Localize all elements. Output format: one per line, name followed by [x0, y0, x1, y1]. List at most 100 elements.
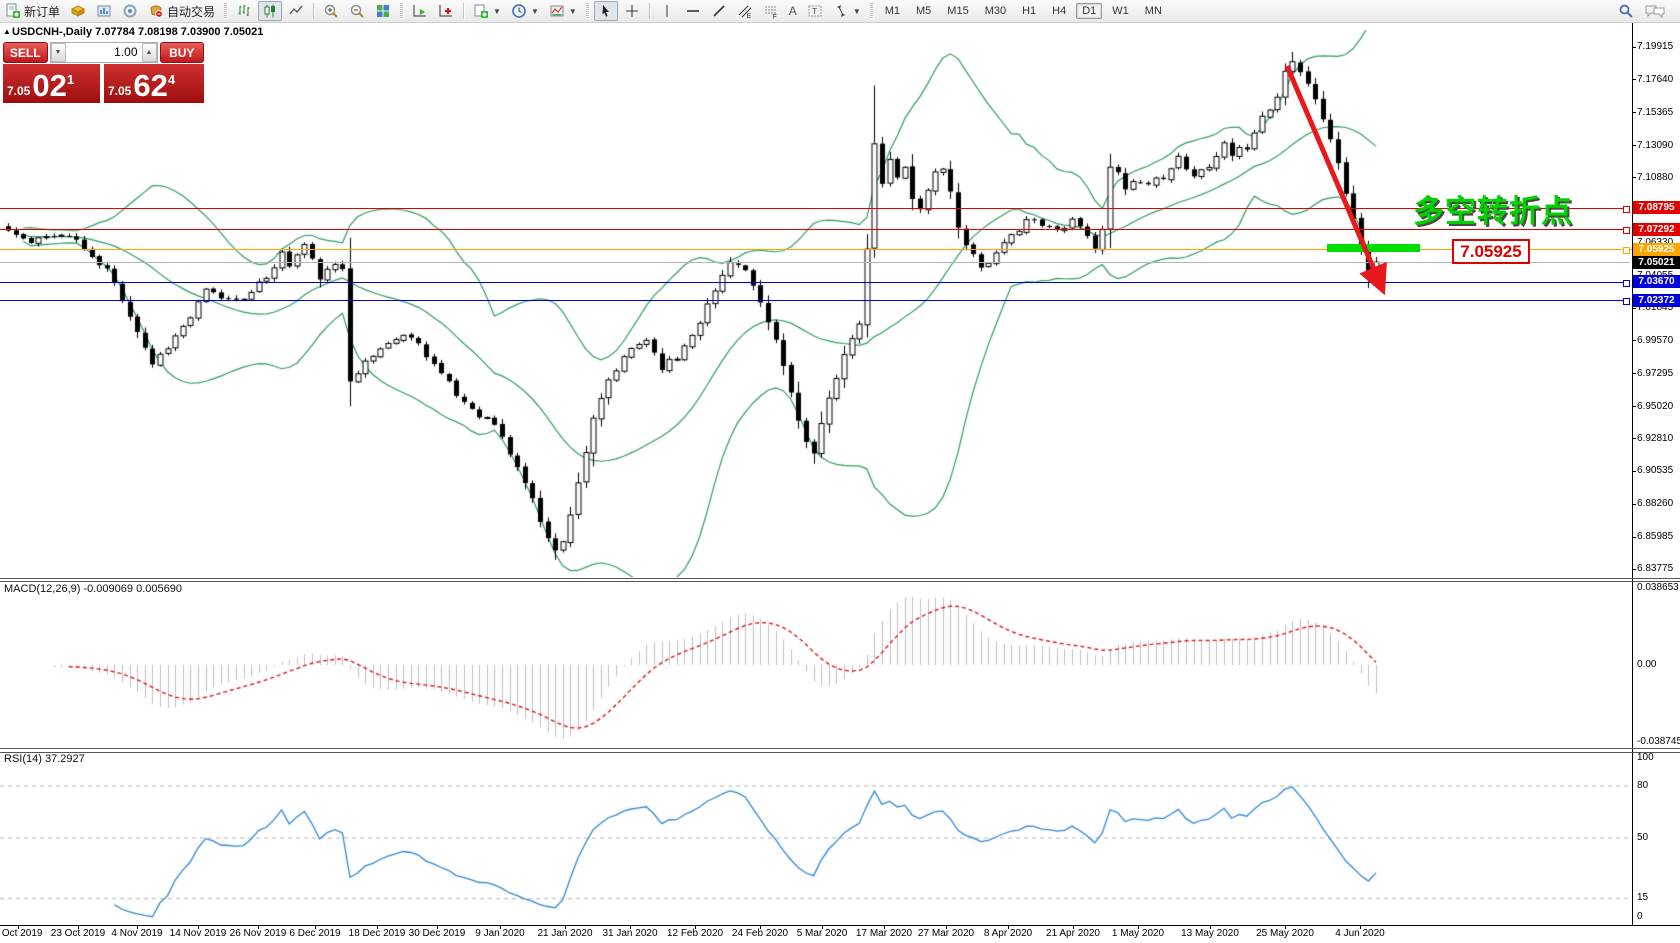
horizontal-line-7.08795[interactable]: [0, 208, 1630, 209]
timeframe-w1-button[interactable]: W1: [1112, 5, 1129, 17]
turning-point-annotation[interactable]: 多空转折点: [1413, 194, 1573, 229]
toolbar-separator: [869, 3, 873, 19]
timeframe-m30-button[interactable]: M30: [984, 5, 1007, 17]
volume-decrease-button[interactable]: ▼: [50, 43, 66, 62]
fibonacci-tool-button[interactable]: F: [759, 1, 783, 21]
date-label: 13 May 2020: [1181, 928, 1239, 939]
date-tick: [1360, 925, 1361, 929]
candlestick-chart-button[interactable]: [258, 1, 283, 21]
horizontal-line-7.05021[interactable]: [0, 262, 1630, 263]
crosshair-tool-button[interactable]: [620, 1, 644, 21]
timeframe-d1-button[interactable]: D1: [1076, 3, 1103, 19]
svg-text:T: T: [812, 7, 817, 16]
timeframe-h4-button[interactable]: H4: [1052, 5, 1067, 17]
pane-separator[interactable]: [0, 748, 1680, 749]
period-button[interactable]: ▼: [507, 1, 543, 21]
new-order-button[interactable]: 新订单: [1, 1, 64, 21]
date-label: 24 Feb 2020: [731, 928, 789, 939]
line-handle[interactable]: [1623, 206, 1630, 213]
date-tick: [377, 925, 378, 929]
add-indicator-button[interactable]: ▼: [469, 1, 505, 21]
horizontal-line-tool-button[interactable]: [681, 1, 705, 21]
buy-button[interactable]: BUY: [159, 42, 204, 63]
date-label: 8 Apr 2020: [983, 928, 1033, 939]
auto-scroll-button[interactable]: [408, 1, 432, 21]
timeframe-m5-button[interactable]: M5: [916, 5, 932, 17]
pane-separator[interactable]: [0, 578, 1680, 579]
price-tick-label: 7.19915: [1637, 41, 1674, 52]
chart-shift-icon: [439, 5, 453, 17]
macd-tick-label: 0.038653: [1637, 582, 1679, 593]
auto-trading-icon: [150, 5, 163, 18]
horizontal-line-7.0367[interactable]: [0, 282, 1630, 283]
templates-button[interactable]: ▼: [545, 1, 581, 21]
zoom-in-button[interactable]: [319, 1, 343, 21]
clock-icon: [512, 4, 526, 18]
market-watch-button[interactable]: [92, 1, 116, 21]
arrows-tool-button[interactable]: ▼: [829, 1, 865, 21]
bar-chart-button[interactable]: [232, 1, 256, 21]
text-label-tool-button[interactable]: T: [803, 1, 827, 21]
tile-windows-button[interactable]: [371, 1, 395, 21]
price-axis-line: [1632, 22, 1633, 925]
channel-tool-button[interactable]: E: [733, 1, 757, 21]
axis-price-label-7.05925: 7.05925: [1633, 242, 1680, 256]
pane-separator[interactable]: [0, 752, 1680, 753]
auto-trading-button[interactable]: 自动交易: [144, 1, 219, 21]
cursor-tool-button[interactable]: [593, 1, 618, 21]
axis-price-label-7.03670: 7.03670: [1633, 275, 1680, 289]
axis-price-label-7.08795: 7.08795: [1633, 201, 1680, 215]
sell-button[interactable]: SELL: [3, 42, 48, 63]
macd-tick-label: -0.038745: [1637, 736, 1680, 748]
volume-input[interactable]: 1.00: [65, 43, 142, 62]
trendline-icon: [713, 5, 725, 17]
chart-symbol: USDCNH-,Daily: [12, 26, 93, 38]
buy-price[interactable]: 7.05 62 4: [104, 64, 204, 103]
timeframe-m15-button[interactable]: M15: [947, 5, 969, 17]
timeframe-m1-button[interactable]: M1: [884, 5, 901, 17]
date-label: 5 Mar 2020: [796, 928, 848, 939]
vertical-line-tool-button[interactable]: [655, 1, 679, 21]
zoom-out-icon: [350, 4, 364, 18]
support-highlight-bar[interactable]: [1327, 244, 1420, 252]
line-handle[interactable]: [1623, 298, 1630, 305]
pane-separator[interactable]: [0, 581, 1680, 582]
timeframe-toolbar: M1 M5 M15 M30 H1 H4 D1 W1 MN: [877, 3, 1170, 19]
candlestick-chart-icon: [264, 4, 276, 18]
search-icon[interactable]: [1618, 3, 1634, 19]
text-tool-button[interactable]: A: [785, 1, 801, 21]
toolbar-separator: [463, 3, 465, 19]
auto-trading-label: 自动交易: [167, 4, 216, 19]
line-handle[interactable]: [1623, 247, 1630, 254]
timeframe-mn-button[interactable]: MN: [1144, 5, 1162, 17]
comments-icon[interactable]: [1644, 3, 1666, 19]
date-tick: [1285, 925, 1286, 929]
line-handle[interactable]: [1623, 280, 1630, 287]
toolbar-separator: [313, 3, 315, 19]
date-label: 14 Nov 2019: [169, 928, 227, 939]
trendline-tool-button[interactable]: [707, 1, 731, 21]
zoom-out-button[interactable]: [345, 1, 369, 21]
panel-collapse-icon[interactable]: ▲: [3, 27, 11, 36]
sell-price-big: 02: [32, 68, 67, 103]
dropdown-caret-icon: ▼: [493, 6, 501, 16]
volume-increase-button[interactable]: ▲: [141, 43, 157, 62]
sell-price[interactable]: 7.05 02 1: [3, 64, 100, 103]
horizontal-line-7.02372[interactable]: [0, 300, 1630, 301]
timeframe-h1-button[interactable]: H1: [1022, 5, 1037, 17]
price-tag-annotation[interactable]: 7.05925: [1452, 239, 1530, 264]
horizontal-line-7.07292[interactable]: [0, 229, 1630, 230]
line-chart-button[interactable]: [284, 1, 308, 21]
data-window-button[interactable]: [118, 1, 142, 21]
dropdown-caret-icon: ▼: [568, 6, 577, 16]
date-tick: [315, 925, 316, 929]
horizontal-line-7.05925[interactable]: [0, 249, 1630, 250]
vertical-line-icon: [666, 5, 668, 17]
line-handle[interactable]: [1623, 227, 1630, 234]
date-label: 12 Feb 2020: [666, 928, 724, 939]
profiles-button[interactable]: [66, 1, 90, 21]
chart-shift-button[interactable]: [434, 1, 458, 21]
date-label: 26 Nov 2019: [229, 928, 287, 939]
toolbar-separator: [585, 3, 589, 19]
